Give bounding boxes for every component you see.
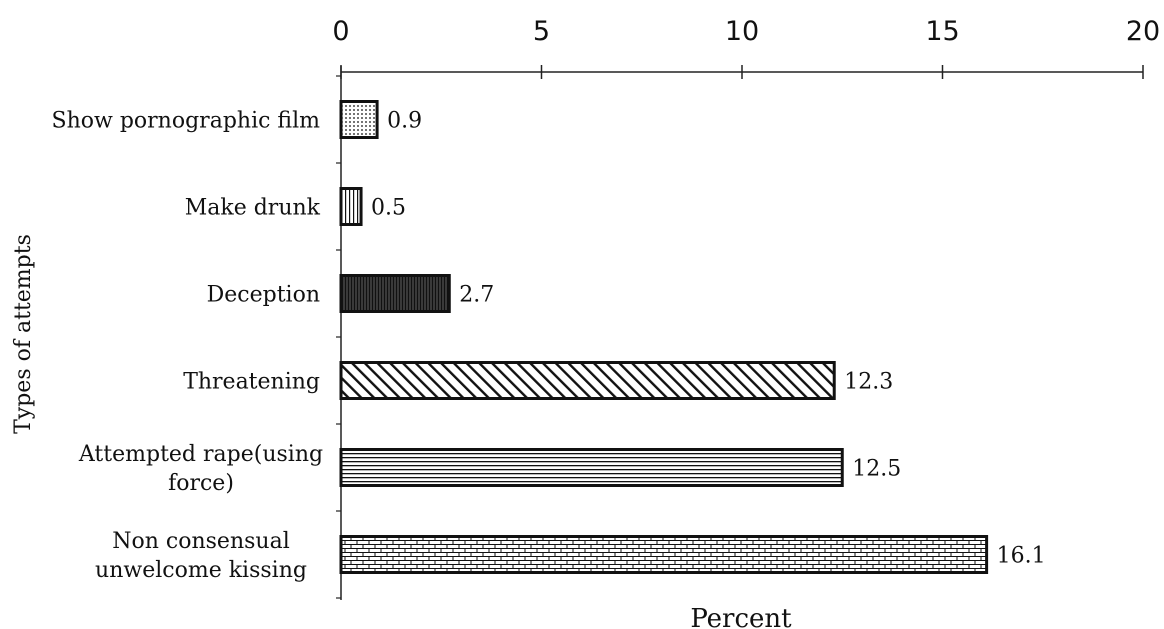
x-tick-label: 10 [725, 16, 759, 47]
category-label-line: unwelcome kissing [95, 558, 307, 583]
axes: 0 5 10 15 20 [332, 16, 1160, 600]
data-label: 12.3 [844, 370, 893, 395]
category-label: Show pornographic film [52, 109, 321, 134]
labels: 0.9 Show pornographic film 0.5 Make drunk 2.… [52, 109, 1046, 584]
data-label: 0.9 [387, 109, 422, 134]
category-label: Threatening [183, 370, 320, 395]
bar [339, 448, 844, 487]
bar [339, 361, 836, 400]
x-tick-label: 5 [533, 16, 550, 47]
bar [339, 187, 363, 226]
y-axis-title: Types of attempts [11, 234, 36, 434]
category-label-line: Attempted rape(using [78, 442, 323, 467]
x-tick-label: 0 [332, 16, 349, 47]
category-label-line: Make drunk [185, 196, 321, 221]
category-label-line: Deception [207, 283, 320, 308]
bar [339, 100, 379, 139]
category-label-line: force) [168, 471, 234, 496]
bar [339, 274, 451, 313]
x-tick-label: 20 [1126, 16, 1160, 47]
category-label-line: Show pornographic film [52, 109, 321, 134]
bar [339, 535, 989, 574]
data-label: 0.5 [371, 196, 406, 221]
category-label: Make drunk [185, 196, 321, 221]
x-axis-title: Percent [690, 604, 792, 629]
category-label: Attempted rape(using force) [78, 442, 323, 496]
data-label: 12.5 [852, 457, 901, 482]
category-label-line: Non consensual [112, 529, 289, 554]
x-tick-label: 15 [925, 16, 959, 47]
data-label: 16.1 [997, 544, 1046, 569]
category-label-line: Threatening [183, 370, 320, 395]
category-label: Deception [207, 283, 320, 308]
data-label: 2.7 [459, 283, 494, 308]
bars [339, 100, 989, 574]
category-label: Non consensual unwelcome kissing [95, 529, 307, 583]
